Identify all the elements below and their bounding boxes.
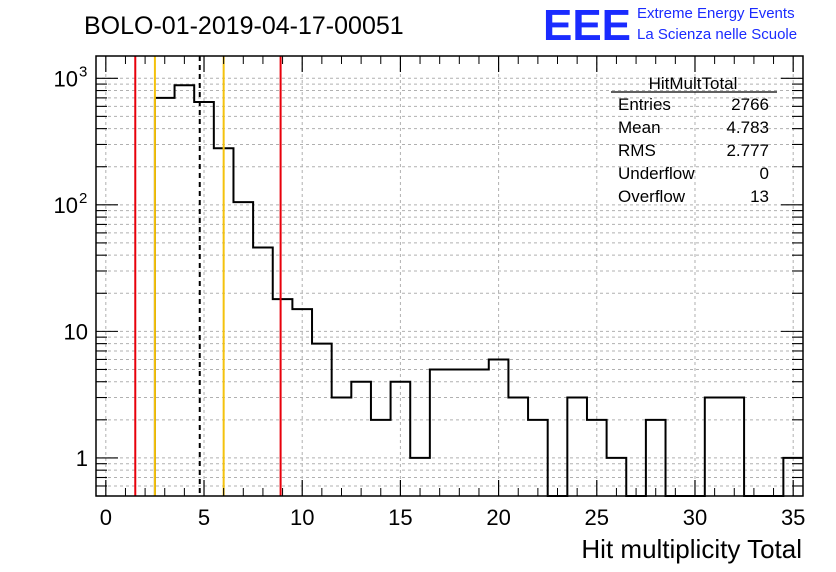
x-tick-label: 35 (781, 505, 805, 530)
y-tick-label: 10 (54, 66, 78, 91)
y-tick-label: 10 (54, 193, 78, 218)
histogram-bin (175, 85, 195, 496)
histogram-bin (371, 420, 391, 496)
logo-line-2: La Scienza nelle Scuole (637, 26, 797, 43)
histogram-bin (391, 382, 411, 496)
stats-row-label: RMS (618, 141, 656, 160)
histogram-bin (469, 369, 489, 496)
histogram-bin (528, 420, 548, 496)
histogram-bin (508, 398, 528, 496)
stats-row-value: 0 (760, 164, 769, 183)
stats-row-label: Overflow (618, 187, 686, 206)
stats-title: HitMultTotal (649, 74, 738, 93)
histogram-bin (312, 344, 332, 496)
x-tick-label: 30 (683, 505, 707, 530)
y-tick-exponent: 2 (79, 190, 87, 207)
histogram-bin (194, 102, 214, 496)
x-tick-label: 5 (198, 505, 210, 530)
histogram-bin (430, 369, 450, 496)
stats-row-value: 2766 (731, 95, 769, 114)
marker-lines (134, 56, 282, 496)
stats-row-value: 2.777 (726, 141, 769, 160)
y-tick-label: 1 (76, 446, 88, 471)
x-tick-label: 25 (585, 505, 609, 530)
y-tick-exponent: 3 (79, 63, 87, 80)
histogram-bin (646, 420, 666, 496)
histogram-bin (332, 398, 352, 496)
histogram-bars (153, 84, 803, 497)
plot-frame (95, 55, 804, 497)
x-tick-label: 10 (290, 505, 314, 530)
histogram-bin (351, 382, 371, 496)
stats-row-value: 4.783 (726, 118, 769, 137)
x-tick-label: 0 (100, 505, 112, 530)
stats-row-value: 13 (750, 187, 769, 206)
chart-title: BOLO-01-2019-04-17-00051 (84, 12, 404, 40)
histogram-bin (489, 359, 509, 496)
histogram-bin (450, 369, 470, 496)
histogram-bin (253, 247, 273, 496)
stats-row-label: Entries (618, 95, 671, 114)
histogram-bin (155, 98, 175, 496)
histogram-outline (153, 84, 803, 497)
stats-row-label: Mean (618, 118, 661, 137)
y-tick-label: 10 (64, 319, 88, 344)
x-tick-label: 15 (388, 505, 412, 530)
axis-ticks (96, 56, 803, 497)
histogram-bin (273, 299, 293, 496)
histogram-bin (724, 398, 744, 496)
stats-row-label: Underflow (618, 164, 695, 183)
histogram-bin (233, 202, 253, 496)
histogram-bin (292, 309, 312, 496)
histogram-bin (567, 398, 587, 496)
x-tick-label: 20 (486, 505, 510, 530)
logo: EEE Extreme Energy Events La Scienza nel… (543, 1, 797, 50)
stats-box: HitMultTotal Entries 2766 Mean 4.783 RMS 2.77… (611, 74, 777, 206)
logo-eee: EEE (543, 1, 631, 50)
histogram-bin (705, 398, 725, 496)
logo-line-1: Extreme Energy Events (637, 5, 795, 22)
x-axis-label: Hit multiplicity Total (581, 534, 802, 564)
stats-rows: Entries 2766 Mean 4.783 RMS 2.777 Underflow 0 Ov… (618, 95, 769, 206)
